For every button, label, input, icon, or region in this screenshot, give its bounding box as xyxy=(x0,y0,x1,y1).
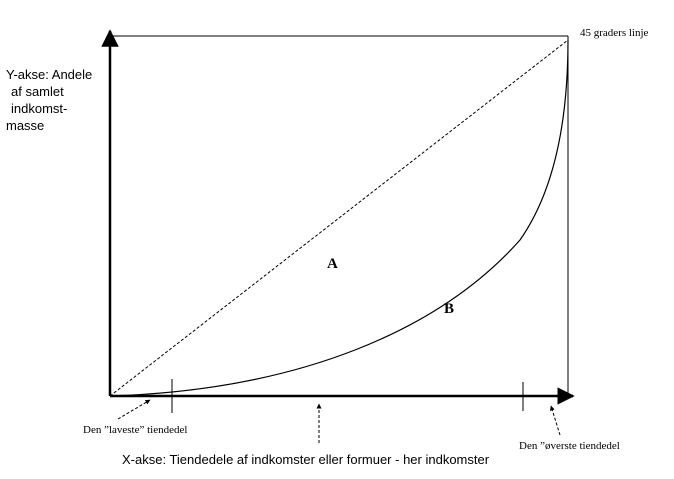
lorenz-curve xyxy=(109,39,569,397)
y-axis-label-line-3: indkomst- xyxy=(11,101,68,116)
area-a-label: A xyxy=(327,256,338,272)
area-b-label: B xyxy=(444,301,455,317)
lowest-decile-label: Den ”laveste” tiendedel xyxy=(83,424,188,436)
y-axis-label-line-1: Y-akse: Andele xyxy=(6,67,93,82)
equality-line xyxy=(109,39,569,397)
top-decile-label: Den ”øverste tiendedel xyxy=(519,440,620,452)
top-decile-pointer xyxy=(549,405,561,436)
y-axis-label-line-2: af samlet xyxy=(11,84,64,99)
y-axis-label-line-4: masse xyxy=(6,118,45,133)
y-axis-label: Y-akse: Andele af samlet indkomst- masse xyxy=(6,66,92,134)
lowest-decile-pointer xyxy=(117,399,151,420)
x-axis-label: X-akse: Tiendedele af indkomster eller f… xyxy=(122,452,490,467)
equality-line-label: 45 graders linje xyxy=(580,27,649,39)
